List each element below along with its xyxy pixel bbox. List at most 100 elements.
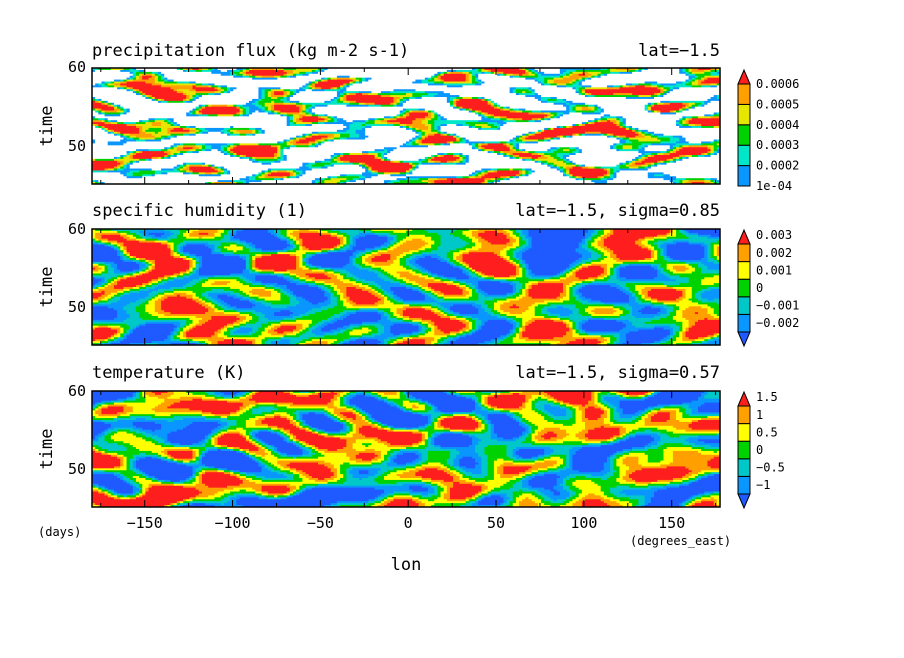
heatmap-cell: [475, 69, 479, 73]
heatmap-cell: [270, 114, 275, 117]
heatmap-cell: [506, 81, 511, 84]
heatmap-cell: [701, 69, 705, 73]
heatmap-cell: [157, 71, 162, 75]
heatmap-cell: [691, 83, 696, 86]
heatmap-cell: [252, 81, 256, 84]
heatmap-cell: [126, 87, 131, 90]
heatmap-cell: [101, 112, 105, 115]
heatmap-cell: [506, 77, 511, 80]
heatmap-cell: [679, 91, 683, 94]
heatmap-cell: [584, 87, 589, 90]
heatmap-cell: [164, 91, 168, 94]
heatmap-cell: [443, 95, 448, 98]
heatmap-cell: [252, 95, 256, 98]
heatmap-cell: [506, 97, 511, 100]
heatmap-cell: [183, 98, 187, 102]
heatmap-cell: [462, 69, 467, 73]
heatmap-cell: [120, 71, 124, 75]
heatmap-cell: [299, 81, 303, 84]
heatmap-cell: [591, 73, 595, 77]
heatmap-cell: [575, 69, 580, 73]
heatmap-cell: [292, 100, 297, 104]
heatmap-cell: [365, 95, 369, 98]
heatmap-cell: [148, 71, 153, 75]
heatmap-cell: [449, 100, 454, 104]
heatmap-cell: [644, 91, 649, 94]
heatmap-cell: [195, 77, 200, 80]
heatmap-cell: [280, 106, 284, 109]
heatmap-cell: [176, 112, 181, 115]
heatmap-cell: [519, 71, 523, 75]
heatmap-cell: [129, 100, 134, 104]
heatmap-cell: [126, 91, 131, 94]
heatmap-cell: [217, 110, 222, 113]
heatmap-cell: [249, 73, 253, 77]
heatmap-cell: [396, 110, 401, 113]
heatmap-cell: [145, 104, 149, 108]
heatmap-cell: [340, 98, 344, 102]
heatmap-cell: [650, 114, 655, 117]
heatmap-cell: [308, 98, 313, 102]
heatmap-cell: [148, 100, 153, 104]
heatmap-cell: [694, 73, 699, 77]
heatmap-cell: [465, 93, 470, 96]
heatmap-cell: [233, 79, 237, 82]
heatmap-cell: [434, 97, 438, 100]
heatmap-cell: [713, 93, 718, 96]
heatmap-cell: [267, 104, 272, 108]
heatmap-cell: [123, 114, 127, 117]
heatmap-cell: [446, 91, 451, 94]
heatmap-cell: [277, 87, 281, 90]
heatmap-cell: [189, 89, 193, 92]
heatmap-cell: [704, 95, 708, 98]
heatmap-cell: [365, 83, 369, 86]
heatmap-cell: [559, 114, 564, 117]
heatmap-cell: [685, 93, 689, 96]
heatmap-cell: [509, 106, 514, 109]
heatmap-cell: [311, 106, 316, 109]
heatmap-cell: [270, 89, 275, 92]
heatmap-cell: [151, 106, 156, 109]
heatmap-cell: [591, 95, 595, 98]
heatmap-cell: [151, 112, 156, 115]
heatmap-cell: [698, 83, 702, 86]
heatmap-cell: [113, 106, 118, 109]
heatmap-cell: [164, 69, 168, 73]
heatmap-cell: [559, 100, 564, 104]
heatmap-cell: [192, 114, 197, 117]
heatmap-cell: [365, 106, 369, 109]
heatmap-cell: [230, 73, 234, 77]
heatmap-cell: [358, 85, 363, 88]
heatmap-cell: [475, 71, 479, 75]
heatmap-cell: [340, 106, 344, 109]
heatmap-cell: [431, 85, 435, 88]
heatmap-cell: [459, 102, 463, 106]
heatmap-cell: [264, 75, 269, 79]
heatmap-cell: [606, 97, 611, 100]
heatmap-cell: [606, 114, 611, 117]
heatmap-cell: [380, 102, 385, 106]
heatmap-cell: [622, 108, 627, 111]
heatmap-cell: [324, 97, 328, 100]
heatmap-cell: [327, 69, 332, 73]
heatmap-cell: [132, 69, 137, 73]
heatmap-cell: [195, 83, 200, 86]
heatmap-cell: [588, 75, 592, 79]
heatmap-cell: [588, 102, 592, 106]
heatmap-cell: [261, 85, 266, 88]
heatmap-cell: [471, 79, 476, 82]
heatmap-cell: [556, 104, 561, 108]
heatmap-cell: [270, 104, 275, 108]
heatmap-cell: [292, 83, 297, 86]
heatmap-cell: [594, 89, 598, 92]
heatmap-cell: [352, 112, 357, 115]
heatmap-cell: [412, 69, 416, 73]
heatmap-cell: [449, 83, 454, 86]
heatmap-cell: [584, 91, 589, 94]
heatmap-cell: [559, 81, 564, 84]
heatmap-cell: [619, 87, 624, 90]
heatmap-cell: [487, 79, 492, 82]
heatmap-cell: [676, 114, 680, 117]
heatmap-cell: [368, 95, 372, 98]
heatmap-cell: [296, 77, 300, 80]
